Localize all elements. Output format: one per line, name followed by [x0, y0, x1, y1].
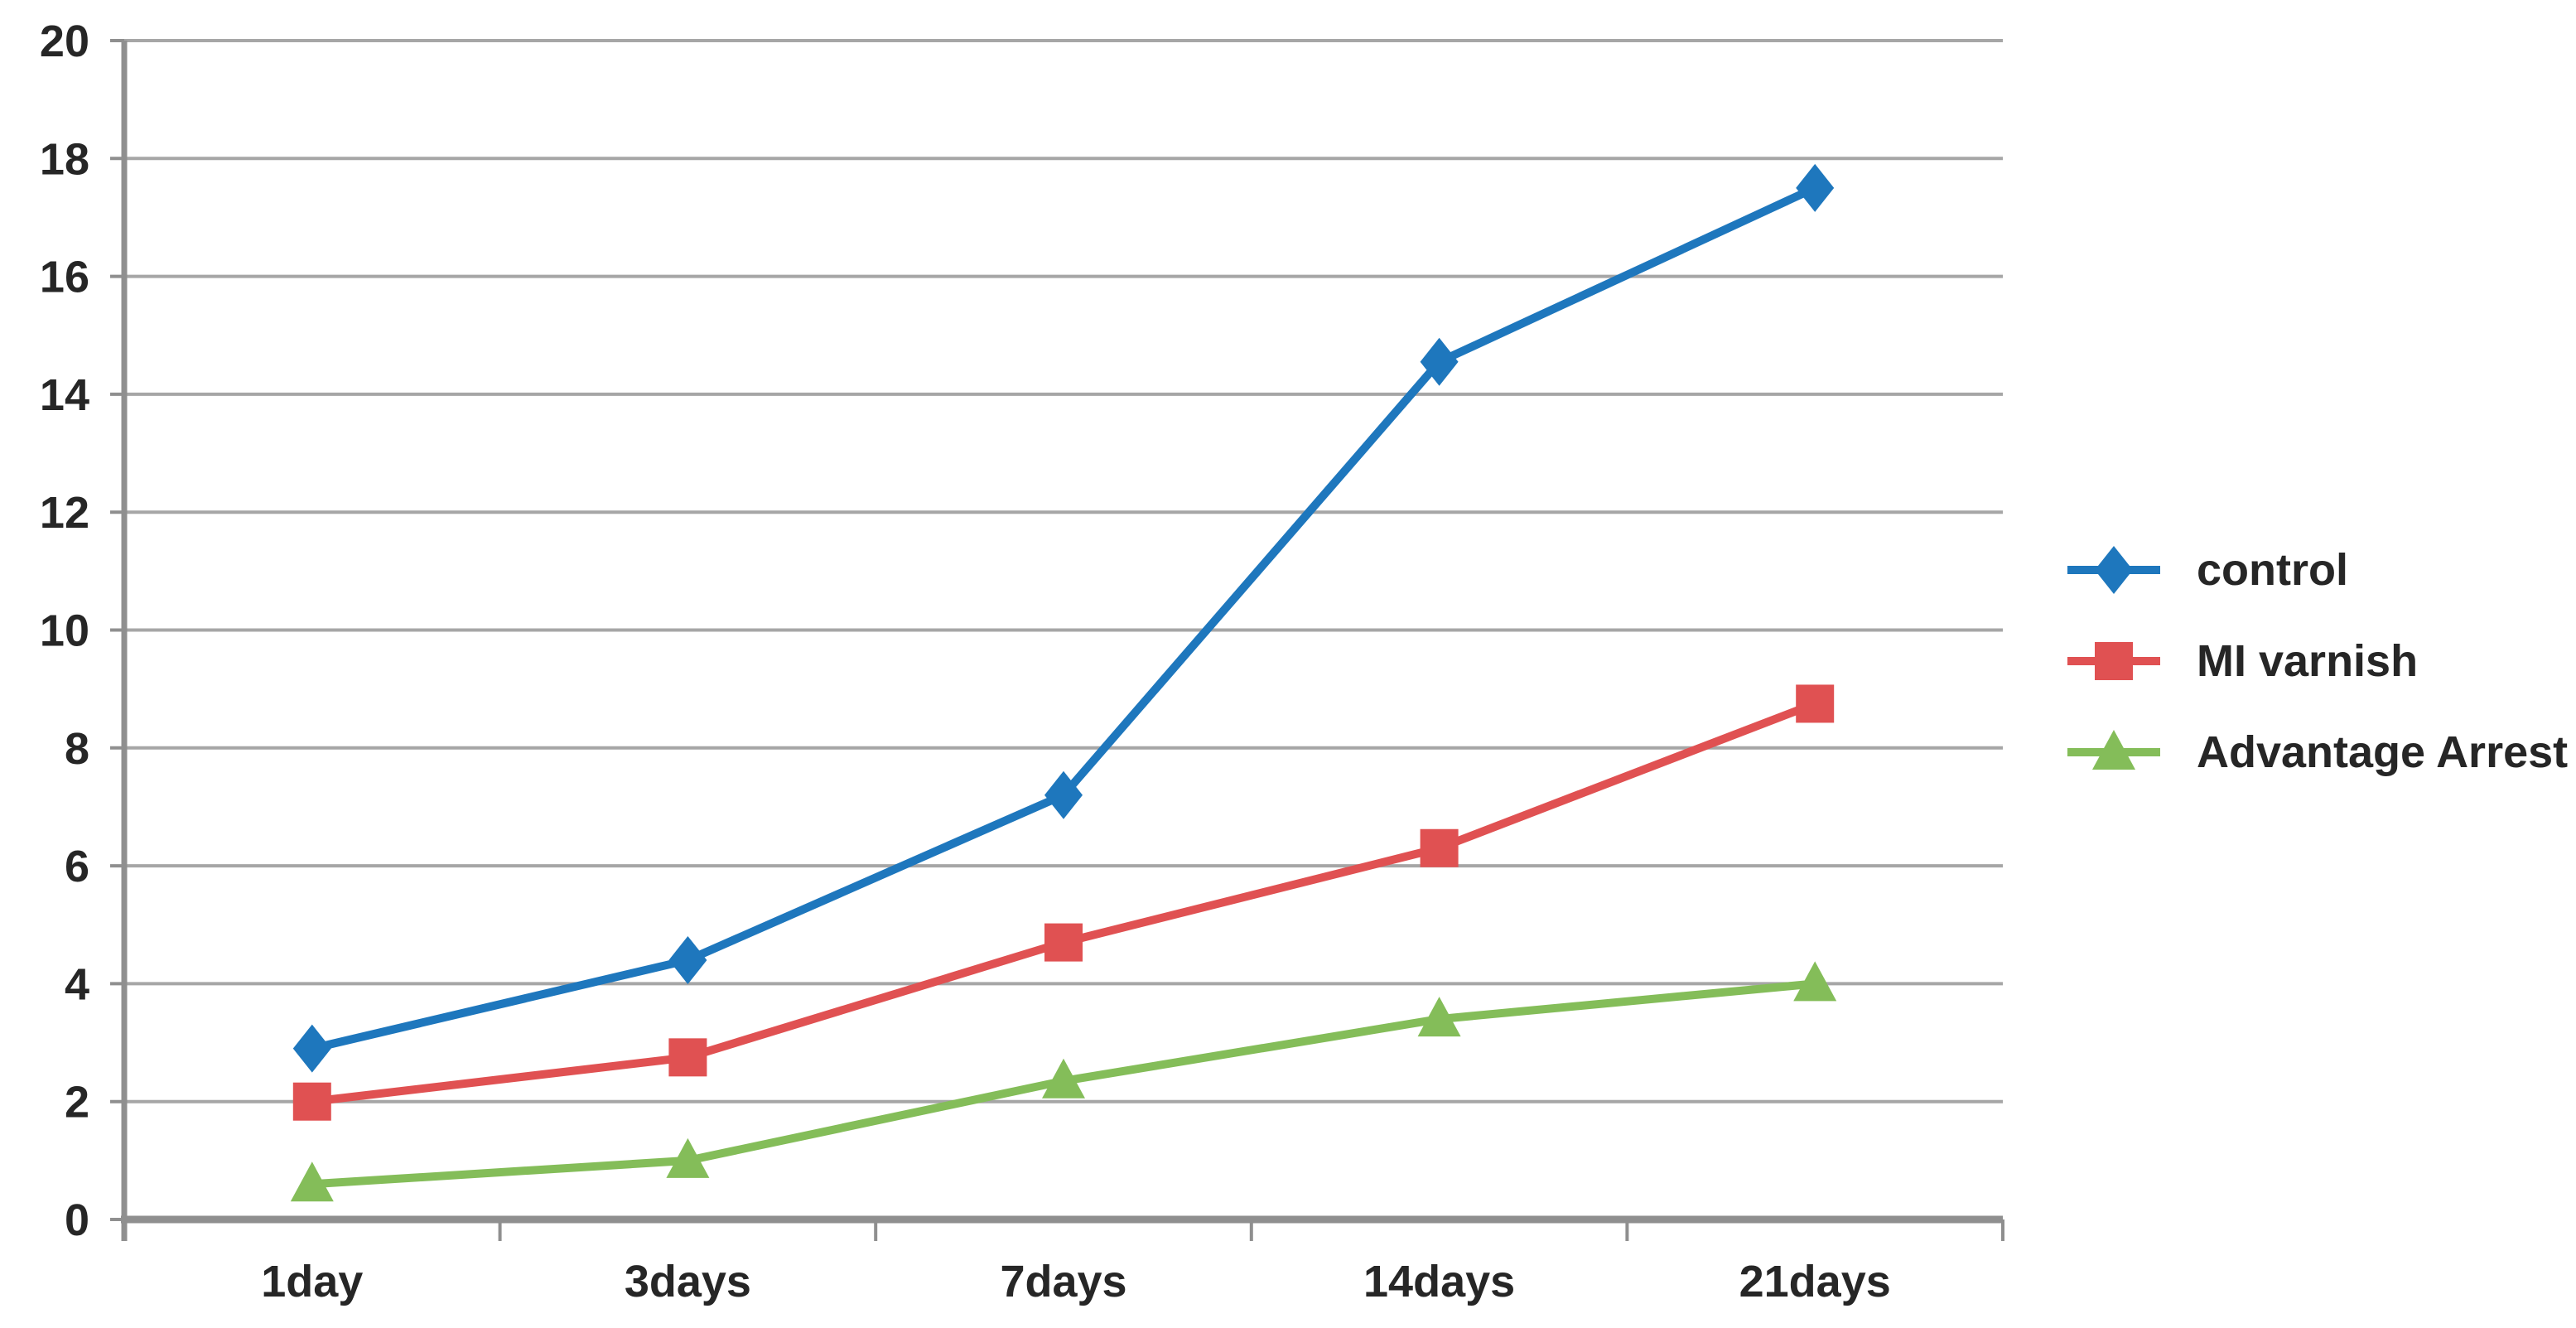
legend-label: control	[2197, 545, 2348, 595]
y-tick-label: 14	[40, 370, 89, 420]
y-tick-label: 16	[40, 253, 89, 302]
triangle-legend-marker-icon	[2067, 730, 2160, 770]
y-tick-label: 12	[40, 488, 89, 538]
x-tick-label: 3days	[625, 1257, 751, 1306]
y-tick-label: 8	[65, 724, 89, 774]
y-tick-label: 18	[40, 134, 89, 184]
y-tick-label: 0	[65, 1195, 89, 1245]
legend-item: MI varnish	[2064, 635, 2568, 688]
legend-item: control	[2064, 543, 2568, 596]
gridlines	[124, 39, 2003, 1221]
legend-label: Advantage Arrest	[2197, 727, 2569, 777]
y-tick-label: 4	[65, 959, 89, 1009]
x-tick-label: 7days	[1000, 1257, 1126, 1306]
y-tick-label: 20	[40, 17, 89, 66]
legend-item: Advantage Arrest	[2064, 726, 2568, 779]
series-control	[292, 163, 1835, 1073]
series-mi-varnish	[292, 684, 1835, 1121]
x-tick-label: 21days	[1739, 1257, 1891, 1306]
y-tick-label: 6	[65, 842, 89, 891]
y-tick-label: 10	[40, 606, 89, 656]
x-tick-label: 14days	[1363, 1257, 1515, 1306]
y-tick-label: 2	[65, 1078, 89, 1128]
x-tick-label: 1day	[261, 1257, 363, 1306]
x-axis-ticks: 1day 3days 7days 14days 21days	[123, 1219, 2004, 1306]
square-legend-marker-icon	[2067, 642, 2160, 680]
diamond-legend-marker-icon	[2067, 546, 2160, 594]
chart-legend: control MI varnish Advantage Arrest	[2064, 543, 2568, 779]
series-advantage-arrest	[290, 961, 1837, 1202]
legend-label: MI varnish	[2197, 636, 2419, 686]
y-axis-ticks: 0 2 4 6 8 10 12 14 16 18 20	[40, 17, 124, 1245]
